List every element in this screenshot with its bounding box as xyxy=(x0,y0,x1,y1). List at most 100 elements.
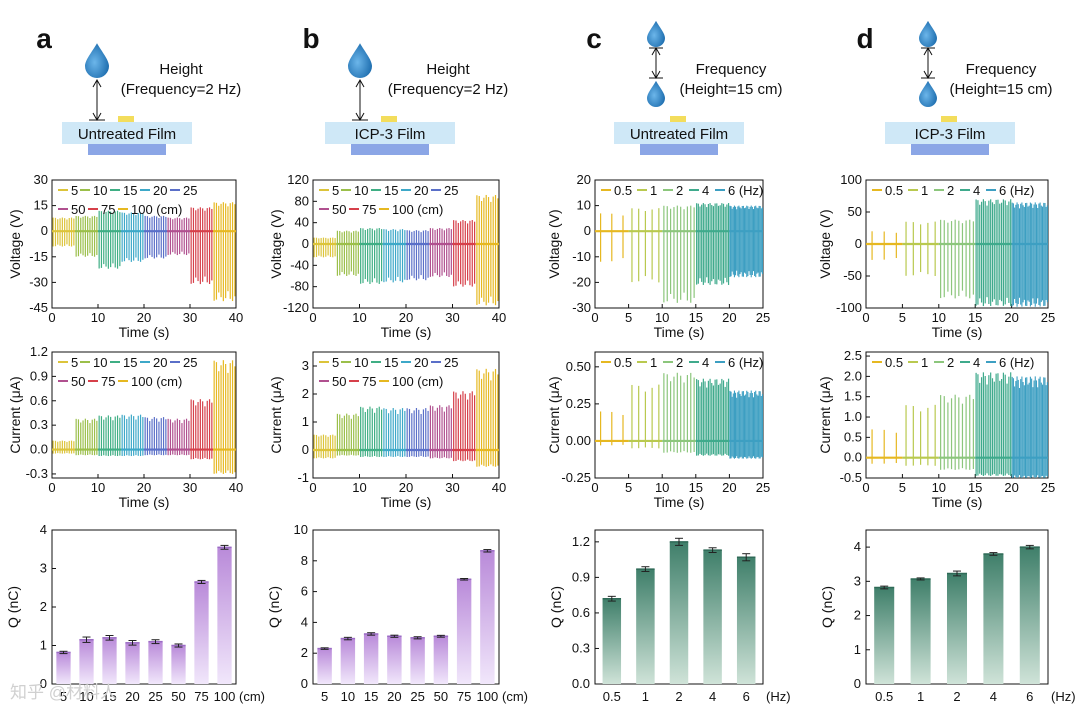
y-tick-label: 2 xyxy=(854,608,861,623)
x-tick-label: 5 xyxy=(899,310,906,325)
y-tick-label: 0.0 xyxy=(572,676,590,691)
x-tick-label: 0 xyxy=(591,310,598,325)
legend-label: 25 xyxy=(183,183,197,198)
legend-label: 0.5 xyxy=(614,355,632,370)
x-tick-label: 0 xyxy=(591,480,598,495)
legend-label: 4 xyxy=(973,183,980,198)
x-axis-label: Time (s) xyxy=(119,494,170,510)
x-tick-label: 10 xyxy=(352,310,366,325)
x-tick-label: 20 xyxy=(1004,310,1018,325)
legend: 0.5 1 2 4 6 (Hz) xyxy=(601,355,763,370)
y-tick-label: 0.5 xyxy=(844,429,862,444)
electrode-tab xyxy=(381,116,397,122)
bar-50 xyxy=(433,636,449,684)
series-15 xyxy=(359,228,383,284)
param-title: Height xyxy=(159,61,203,78)
category-label: 50 xyxy=(171,689,185,704)
y-tick-label: 4 xyxy=(301,614,308,629)
y-tick-label: 0.25 xyxy=(566,396,591,411)
legend: 0.5 1 2 4 6 (Hz) xyxy=(872,183,1034,198)
x-tick-label: 40 xyxy=(492,310,506,325)
arrowhead xyxy=(923,70,933,80)
legend-label: 50 xyxy=(332,374,346,389)
param-title: Frequency xyxy=(696,61,767,78)
bar-2 xyxy=(669,541,689,684)
y-tick-label: 40 xyxy=(295,215,309,230)
panel-a-current-chart: 0 10 20 30 40 -0.3 0.0 0.3 0.6 0.9 1.2 Time (s) Curr… xyxy=(7,344,243,510)
y-tick-label: 1.0 xyxy=(844,409,862,424)
film xyxy=(614,122,744,144)
series-0.5 xyxy=(866,231,903,260)
plot-frame xyxy=(51,351,237,479)
bar-100 xyxy=(217,547,232,684)
y-tick-label: 10 xyxy=(294,522,308,537)
y-axis-label: Current (μA) xyxy=(7,376,23,453)
legend-label: 50 xyxy=(71,374,85,389)
x-tick-label: 0 xyxy=(309,310,316,325)
bar-15 xyxy=(363,633,379,684)
bar-100 xyxy=(480,550,495,684)
series-2 xyxy=(662,205,696,303)
unit-label: (Hz) xyxy=(766,689,791,704)
y-tick-label: 0 xyxy=(40,676,47,691)
bar-5 xyxy=(56,652,71,684)
series-5 xyxy=(52,440,75,454)
panel-b-voltage-chart: 0 10 20 30 40 -120 -80 -40 0 40 80 120 Time (s) Volta… xyxy=(268,172,506,340)
panel-c-voltage-chart: 0 5 10 15 20 25 -30 -20 -10 0 10 20 Time (s) Voltage … xyxy=(546,172,770,340)
legend-label: 20 xyxy=(153,355,167,370)
y-tick-label: -15 xyxy=(29,249,48,264)
category-label: 5 xyxy=(60,689,67,704)
x-axis-label: Time (s) xyxy=(654,494,705,510)
y-tick-label: 0.9 xyxy=(30,368,48,383)
arrowhead xyxy=(92,78,102,88)
legend-label: 6 (Hz) xyxy=(999,183,1034,198)
legend-label: 25 xyxy=(444,355,458,370)
category-label: 15 xyxy=(364,689,378,704)
category-label: 20 xyxy=(125,689,139,704)
panel-d-schematic: d ICP-3 Film Frequency (Height=15 cm) xyxy=(856,20,1052,155)
series-2 xyxy=(662,372,696,453)
category-label: 100 xyxy=(477,689,499,704)
x-tick-label: 30 xyxy=(445,480,459,495)
series-6 xyxy=(1011,376,1048,478)
series-5 xyxy=(313,237,337,258)
x-tick-label: 0 xyxy=(48,310,55,325)
legend-label: 4 xyxy=(702,183,709,198)
series-20 xyxy=(382,229,406,283)
x-tick-label: 40 xyxy=(229,310,243,325)
series-4 xyxy=(975,199,1012,307)
category-label: 1 xyxy=(917,689,924,704)
y-axis-label: Current (μA) xyxy=(268,376,284,453)
y-tick-label: 80 xyxy=(295,193,309,208)
param-condition: (Frequency=2 Hz) xyxy=(388,81,508,98)
y-tick-label: -30 xyxy=(29,274,48,289)
legend-label: 10 xyxy=(354,183,368,198)
series-20 xyxy=(121,414,144,457)
series-4 xyxy=(975,372,1012,476)
category-label: 5 xyxy=(321,689,328,704)
y-tick-label: -1 xyxy=(297,470,309,485)
plot-frame xyxy=(51,179,237,309)
param-condition: (Height=15 cm) xyxy=(680,81,783,98)
y-tick-label: 0.0 xyxy=(30,442,48,457)
y-tick-label: 4 xyxy=(854,539,861,554)
series-4 xyxy=(695,378,730,456)
series-25 xyxy=(144,417,167,456)
plot-frame xyxy=(865,351,1049,479)
y-tick-label: -10 xyxy=(572,249,591,264)
electrode xyxy=(351,144,429,155)
x-tick-label: 25 xyxy=(1041,480,1055,495)
plot-frame xyxy=(312,529,500,685)
y-tick-label: 0.00 xyxy=(566,433,591,448)
y-tick-label: 1 xyxy=(854,642,861,657)
y-tick-label: 0 xyxy=(302,236,309,251)
legend-label: 100 (cm) xyxy=(392,374,443,389)
y-tick-label: 2.5 xyxy=(844,348,862,363)
x-tick-label: 10 xyxy=(91,310,105,325)
y-tick-label: 0.3 xyxy=(30,417,48,432)
y-tick-label: 1.5 xyxy=(844,389,862,404)
series-10 xyxy=(75,418,98,456)
legend-label: 6 (Hz) xyxy=(999,355,1034,370)
film-label: ICP-3 Film xyxy=(915,126,986,143)
water-drop-icon xyxy=(919,20,937,47)
